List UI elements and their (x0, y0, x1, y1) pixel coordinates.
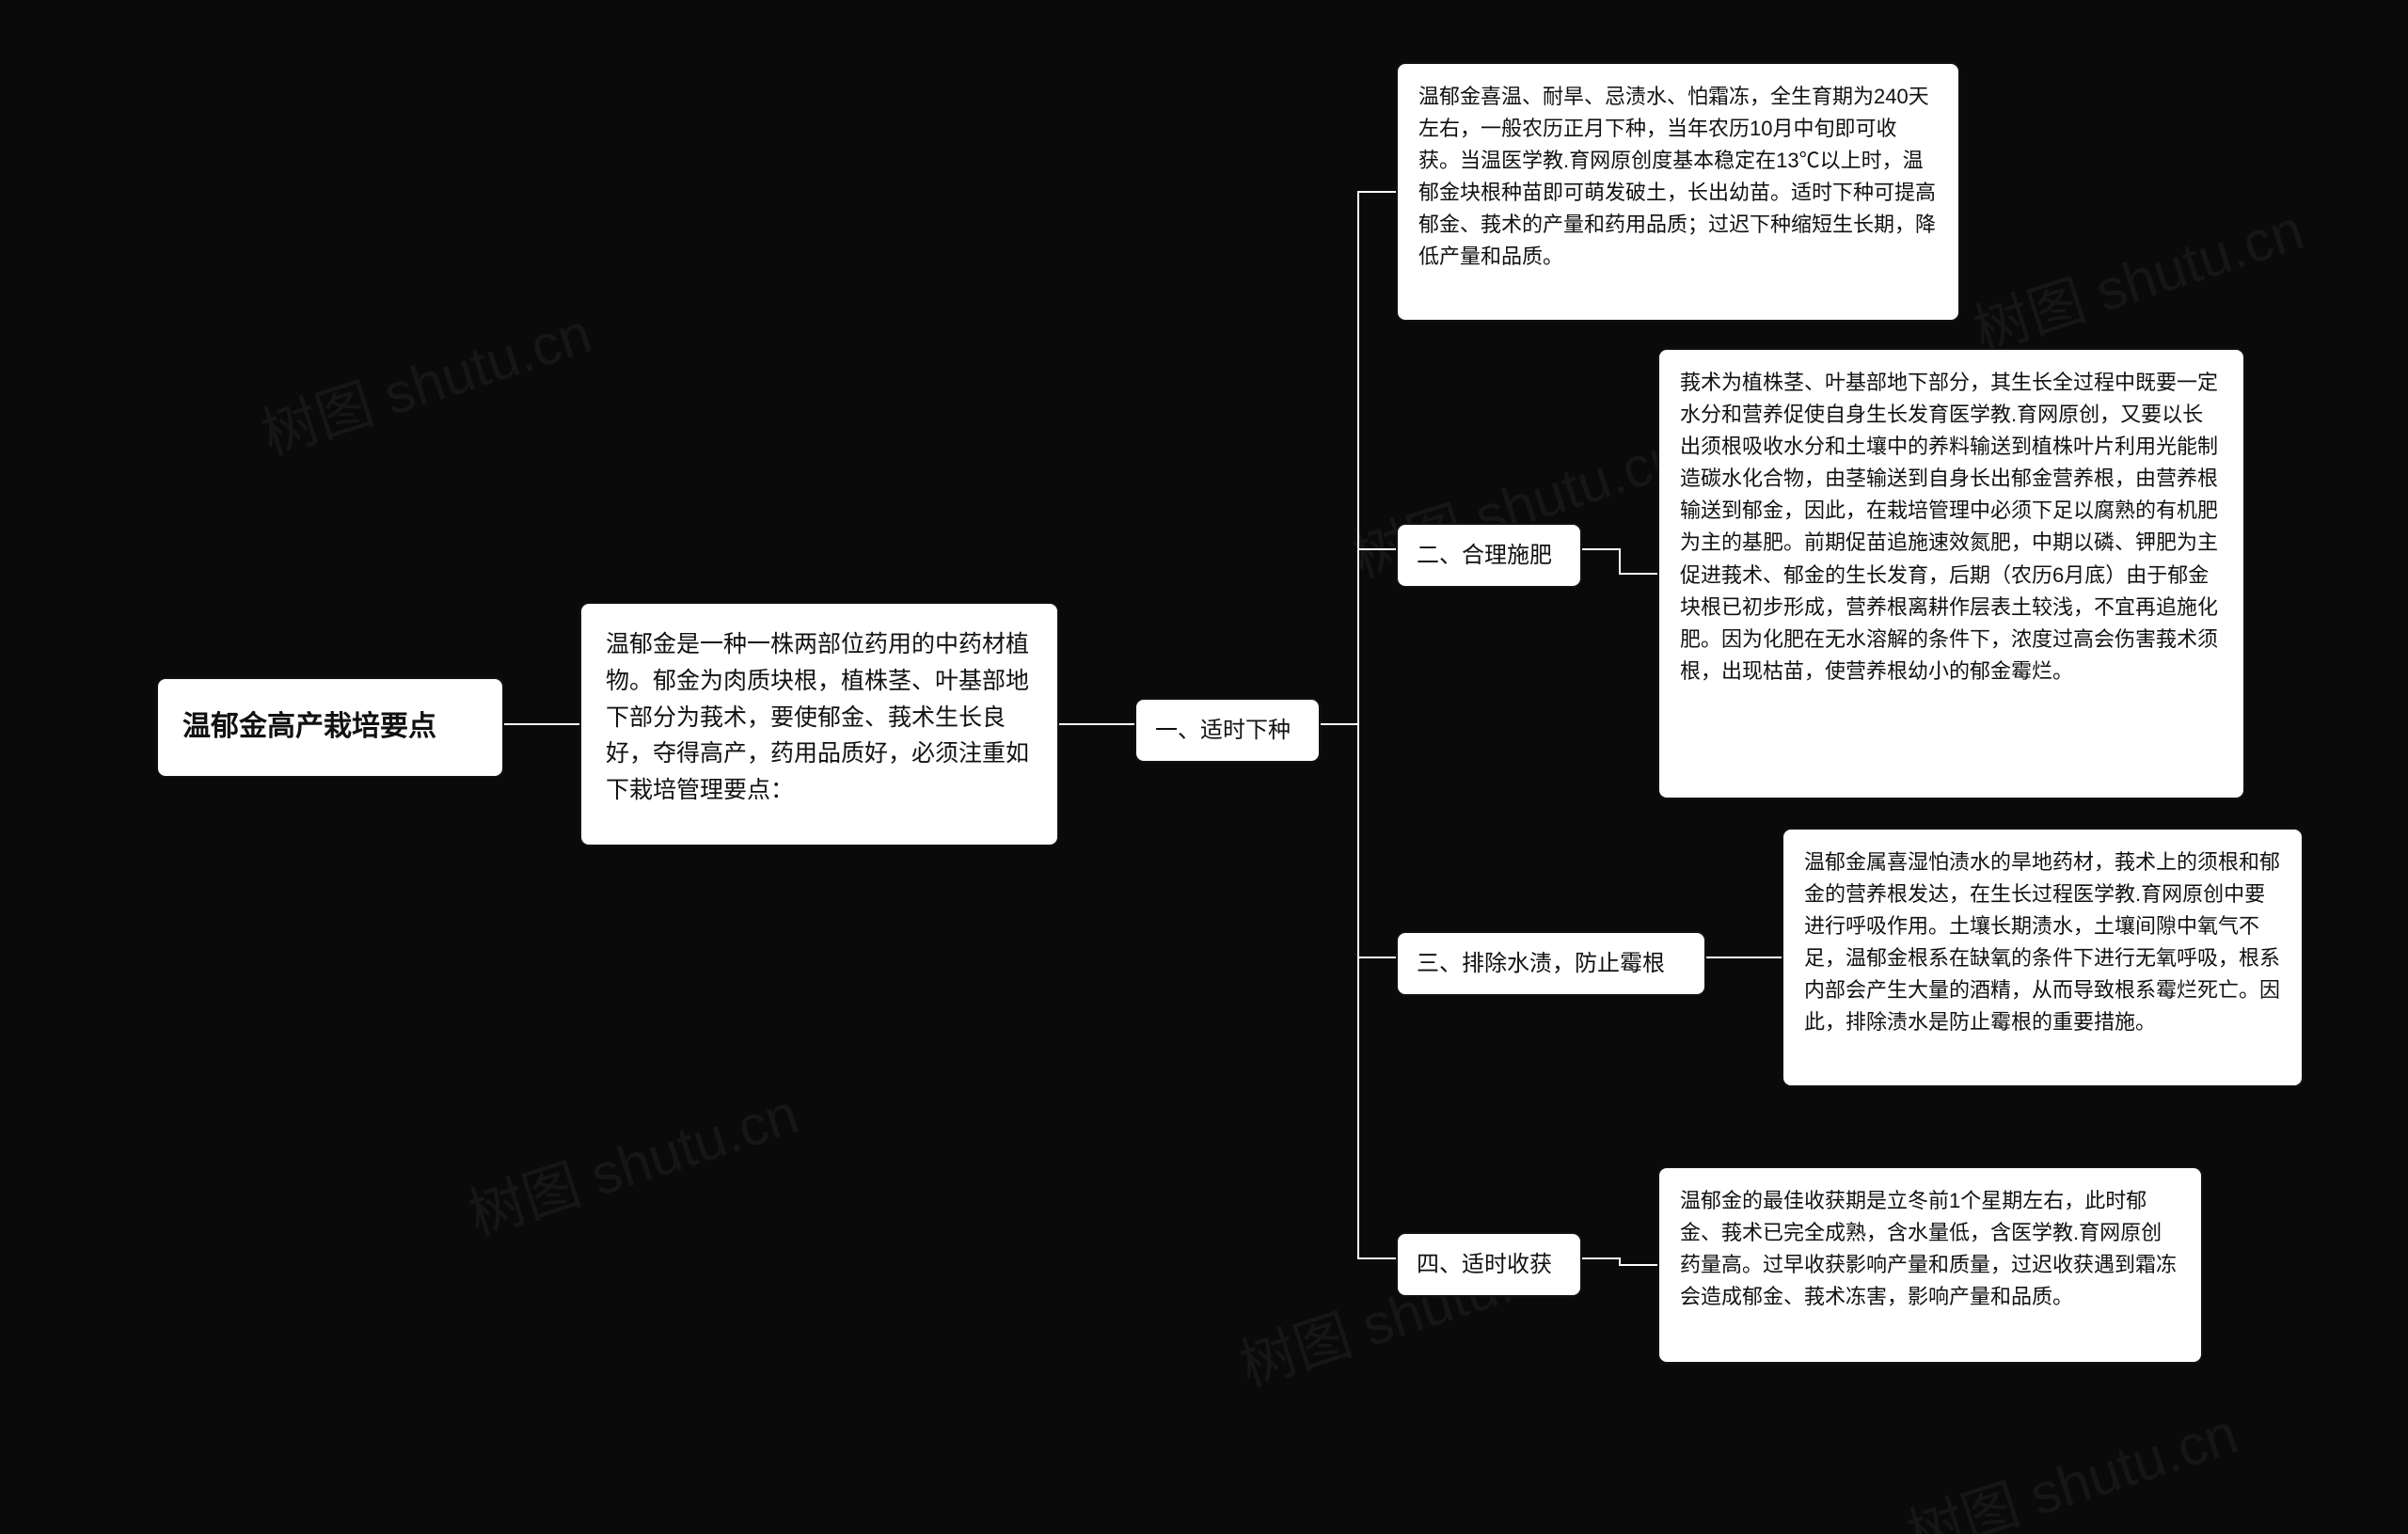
connector (1582, 1258, 1657, 1265)
leaf-2[interactable]: 莪术为植株茎、叶基部地下部分，其生长全过程中既要一定水分和营养促使自身生长发育医… (1657, 348, 2245, 799)
watermark: 树图 shutu.cn (1895, 1388, 2246, 1534)
connector (1321, 724, 1396, 957)
connector (1321, 192, 1396, 724)
leaf-4[interactable]: 温郁金的最佳收获期是立冬前1个星期左右，此时郁金、莪术已完全成熟，含水量低，含医… (1657, 1166, 2203, 1364)
section-4[interactable]: 四、适时收获 (1396, 1232, 1582, 1297)
section-1[interactable]: 一、适时下种 (1134, 698, 1321, 763)
connector (1582, 549, 1657, 574)
section-3[interactable]: 三、排除水渍，防止霉根 (1396, 931, 1706, 996)
section-2[interactable]: 二、合理施肥 (1396, 523, 1582, 588)
watermark: 树图 shutu.cn (456, 1068, 807, 1252)
connector (1321, 549, 1396, 724)
leaf-1[interactable]: 温郁金喜温、耐旱、忌渍水、怕霜冻，全生育期为240天左右，一般农历正月下种，当年… (1396, 62, 1960, 322)
leaf-3[interactable]: 温郁金属喜湿怕渍水的旱地药材，莪术上的须根和郁金的营养根发达，在生长过程医学教.… (1782, 828, 2304, 1087)
connector (1321, 724, 1396, 1258)
intro-node[interactable]: 温郁金是一种一株两部位药用的中药材植物。郁金为肉质块根，植株茎、叶基部地下部分为… (579, 602, 1059, 846)
watermark: 树图 shutu.cn (1961, 184, 2312, 368)
root-node[interactable]: 温郁金高产栽培要点 (156, 677, 504, 778)
watermark: 树图 shutu.cn (249, 288, 600, 471)
